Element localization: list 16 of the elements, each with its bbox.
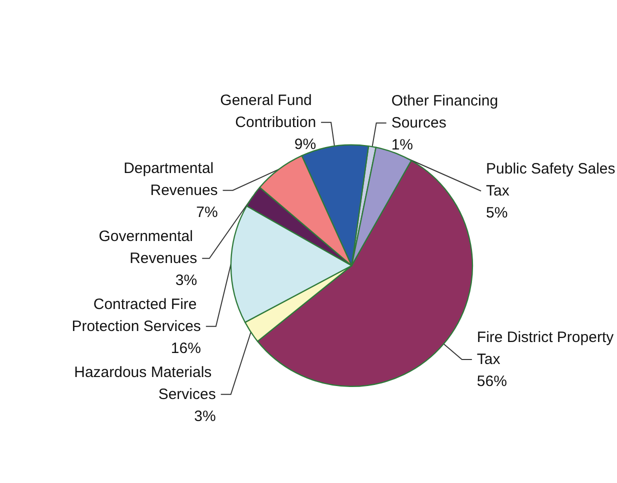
slice-label: Contracted Fire Protection Services — [72, 296, 201, 335]
data-label: 16% — [170, 340, 201, 357]
data-label: 9% — [294, 136, 316, 153]
data-label: 56% — [476, 372, 507, 390]
slice-label: Departmental Revenues — [124, 160, 218, 199]
data-label: 1% — [391, 136, 414, 154]
data-label: 3% — [175, 272, 198, 289]
data-label: 7% — [196, 204, 218, 221]
data-label: 5% — [486, 204, 508, 222]
slice-label: Hazardous Materials Services — [74, 364, 216, 403]
slice-label: General Fund Contribution — [220, 92, 316, 131]
slice-label: Governmental Revenues — [98, 228, 198, 267]
slice-label: Fire District Property Tax — [476, 328, 617, 368]
data-label: 3% — [194, 408, 216, 425]
slice-label: Other Financing Sources — [391, 92, 502, 132]
slice-label: Public Safety Sales Tax — [486, 160, 617, 200]
